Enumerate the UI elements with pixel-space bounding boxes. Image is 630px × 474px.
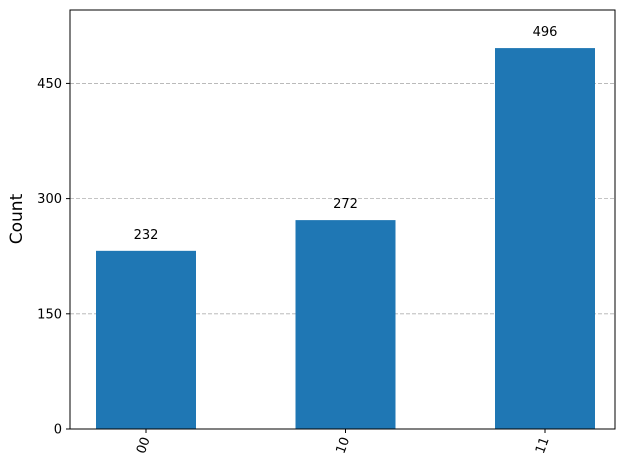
bar <box>295 220 396 429</box>
value-label: 496 <box>533 25 558 40</box>
y-tick-label: 150 <box>37 307 62 322</box>
bar <box>96 250 196 429</box>
y-tick-label: 450 <box>37 77 62 92</box>
y-axis-label: Count <box>7 193 27 244</box>
x-tick-label: 00 <box>134 435 154 456</box>
x-tick-label: 10 <box>334 435 354 456</box>
value-label: 272 <box>333 197 358 212</box>
y-tick-label: 300 <box>37 192 62 207</box>
x-tick-label: 11 <box>533 435 553 456</box>
value-label: 232 <box>134 228 159 243</box>
bar <box>495 48 595 429</box>
plot-frame <box>69 9 616 430</box>
y-tick-label: 0 <box>54 423 62 438</box>
